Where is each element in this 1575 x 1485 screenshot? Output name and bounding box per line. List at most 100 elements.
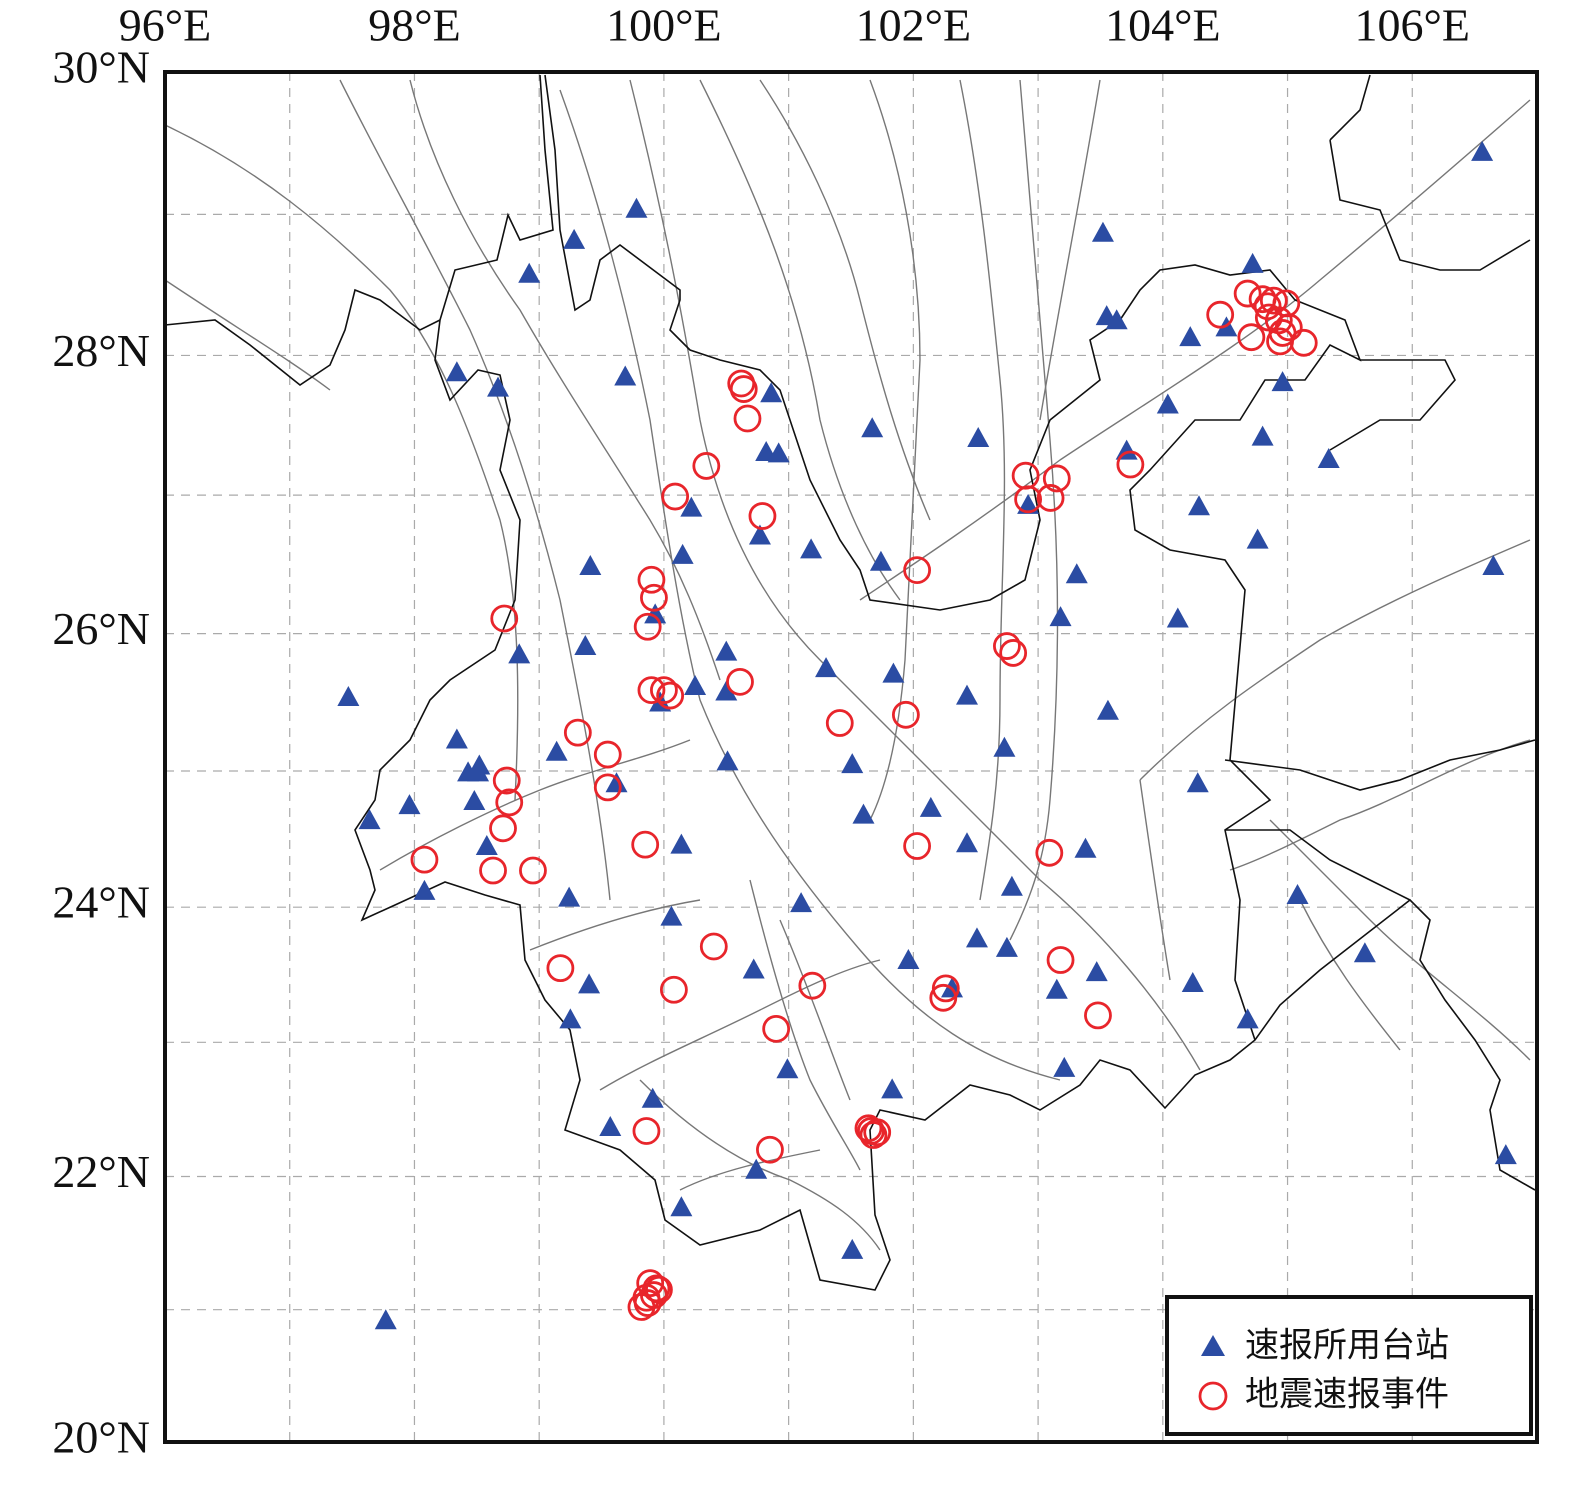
- x-tick-label: 96°E: [119, 0, 212, 51]
- station-marker: [869, 550, 892, 571]
- borders: [164, 74, 1536, 1291]
- station-marker: [742, 958, 765, 979]
- station-marker: [776, 1058, 799, 1079]
- event-marker: [729, 375, 758, 403]
- station-marker: [1246, 528, 1269, 549]
- event-marker: [756, 1135, 784, 1164]
- station-marker: [881, 1078, 904, 1099]
- station-marker: [605, 772, 628, 793]
- event-marker: [593, 740, 622, 769]
- event-marker: [854, 1114, 883, 1143]
- station-marker: [993, 736, 1016, 757]
- legend-label: 速报所用台站: [1245, 1326, 1449, 1366]
- station-marker: [374, 1309, 397, 1330]
- event-marker: [1084, 1001, 1112, 1030]
- station-marker: [558, 886, 581, 907]
- event-marker: [993, 632, 1021, 660]
- station-marker: [1494, 1144, 1517, 1165]
- station-marker: [800, 538, 823, 559]
- y-tick-label: 30°N: [52, 42, 150, 93]
- event-marker: [891, 700, 920, 729]
- station-marker: [1179, 326, 1202, 347]
- station-marker: [518, 262, 541, 283]
- event-marker: [1237, 323, 1266, 352]
- station-marker: [748, 524, 771, 545]
- station-marker: [745, 1158, 768, 1179]
- station-marker: [445, 361, 468, 382]
- station-marker: [1236, 1008, 1259, 1029]
- station-marker: [660, 905, 683, 926]
- event-marker: [762, 1014, 791, 1043]
- station-marker: [995, 936, 1018, 957]
- event-marker: [489, 814, 517, 843]
- station-marker: [475, 835, 498, 856]
- station-marker: [671, 543, 694, 564]
- event-marker: [1274, 313, 1303, 342]
- station-marker: [559, 1008, 582, 1029]
- station-marker: [1156, 393, 1179, 414]
- station-marker: [644, 603, 667, 624]
- event-marker: [519, 856, 547, 885]
- event-marker: [1014, 485, 1043, 514]
- event-marker: [563, 718, 592, 747]
- station-marker: [337, 685, 360, 706]
- y-tick-label: 20°N: [52, 1412, 150, 1463]
- event-marker: [637, 565, 666, 594]
- station-marker: [1096, 699, 1119, 720]
- event-marker: [410, 845, 439, 874]
- station-marker: [1286, 883, 1309, 904]
- station-marker: [1166, 607, 1189, 628]
- event-marker: [636, 1269, 665, 1298]
- event-marker: [656, 681, 685, 710]
- event-marker: [699, 932, 728, 961]
- station-marker: [861, 417, 884, 438]
- station-marker: [487, 376, 510, 397]
- station-marker: [1115, 439, 1138, 460]
- station-marker: [625, 197, 648, 218]
- event-marker: [1233, 279, 1262, 308]
- event-marker: [490, 604, 519, 633]
- y-tick-label: 24°N: [52, 877, 150, 928]
- station-marker: [1065, 563, 1088, 584]
- x-tick-label: 106°E: [1355, 0, 1471, 51]
- station-marker: [563, 228, 586, 249]
- event-marker: [640, 583, 668, 612]
- event-marker: [1206, 300, 1235, 329]
- station-marker: [715, 640, 738, 661]
- station-marker: [579, 554, 602, 575]
- event-marker: [546, 954, 575, 983]
- event-marker: [903, 832, 932, 860]
- station-marker: [1187, 495, 1210, 516]
- event-marker: [1116, 450, 1145, 479]
- y-tick-label: 26°N: [52, 603, 150, 654]
- station-marker: [1017, 493, 1040, 514]
- station-marker: [882, 662, 905, 683]
- station-marker: [897, 949, 920, 970]
- y-tick-label: 28°N: [52, 325, 150, 376]
- station-marker: [445, 728, 468, 749]
- station-marker: [599, 1115, 622, 1136]
- station-marker: [1241, 252, 1264, 273]
- station-marker: [815, 657, 838, 678]
- station-marker: [1471, 140, 1494, 161]
- station-marker: [684, 674, 707, 695]
- station-marker: [1482, 554, 1505, 575]
- event-marker: [593, 773, 622, 802]
- event-marker: [929, 983, 958, 1012]
- station-marker: [790, 892, 813, 913]
- event-marker: [637, 676, 666, 704]
- event-marker: [1046, 946, 1075, 974]
- legend-label: 地震速报事件: [1245, 1375, 1449, 1415]
- event-marker: [748, 502, 777, 530]
- event-marker: [999, 639, 1028, 667]
- legend-box: [1165, 1295, 1533, 1436]
- station-marker: [716, 750, 739, 771]
- event-marker: [633, 612, 662, 641]
- station-marker: [574, 635, 597, 656]
- station-marker: [358, 809, 381, 830]
- station-marker: [1271, 371, 1294, 392]
- station-marker: [398, 794, 421, 815]
- event-marker: [633, 1289, 662, 1317]
- markers: [337, 140, 1517, 1330]
- station-marker: [715, 680, 738, 701]
